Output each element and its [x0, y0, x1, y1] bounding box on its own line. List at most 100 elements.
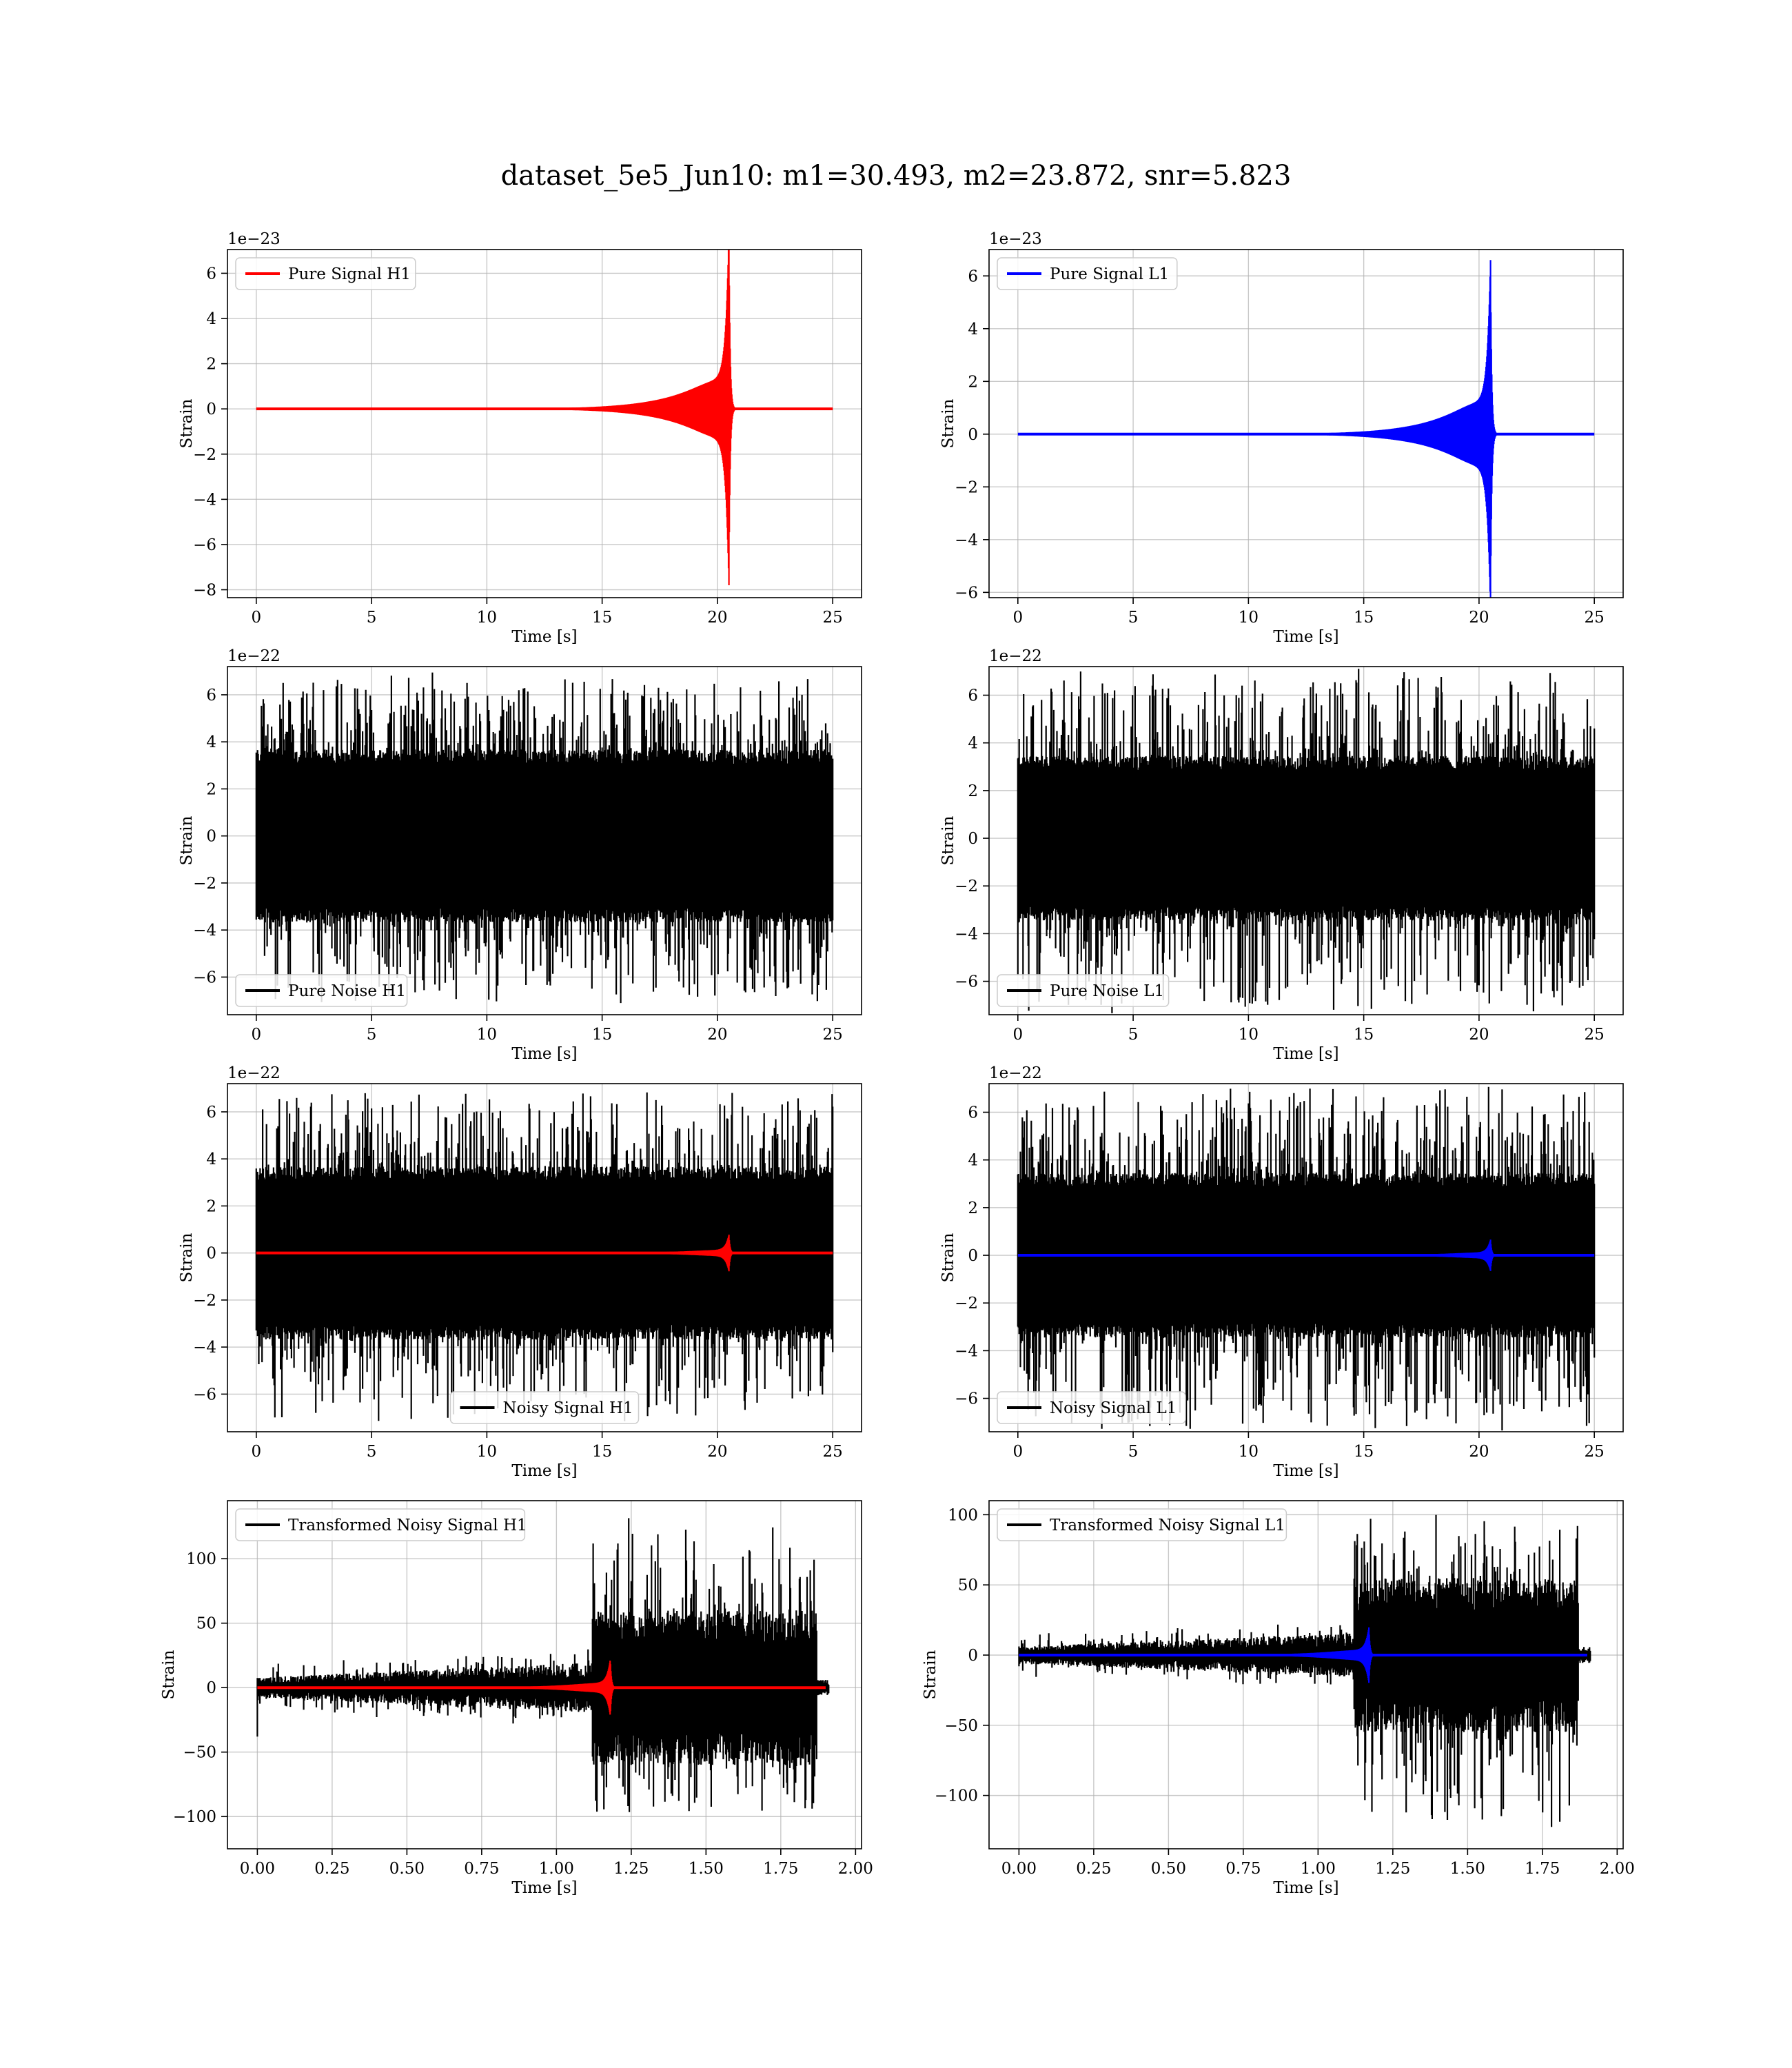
x-axis-label: Time [s]	[511, 1045, 577, 1063]
legend-frame	[997, 257, 1178, 290]
x-tick-label: 5	[1128, 609, 1139, 627]
y-offset-label: 1e−23	[227, 230, 281, 248]
x-tick-label: 25	[1585, 1443, 1605, 1461]
chart-panel-p4: 0 5 10 15 20 25 −6 −4 −2 0 2 4 6 Time [s] Strain 1e−22 P…	[939, 647, 1624, 1063]
y-tick-label: −6	[955, 973, 978, 991]
y-tick-label: 4	[968, 1152, 978, 1170]
y-tick-label: −100	[935, 1787, 978, 1805]
axes-frame	[227, 1083, 862, 1432]
y-tick-label: −6	[193, 1386, 216, 1403]
x-tick-label: 15	[592, 609, 612, 627]
y-tick-label: −2	[955, 1295, 978, 1312]
x-tick-label: 0.25	[1076, 1860, 1111, 1878]
x-tick-label: 5	[1128, 1443, 1139, 1461]
y-tick-label: 4	[206, 310, 216, 328]
x-tick-label: 15	[592, 1026, 612, 1044]
y-tick-label: 0	[206, 1679, 216, 1697]
x-axis-label: Time [s]	[1273, 628, 1338, 646]
y-tick-label: 0	[206, 828, 216, 846]
legend: Pure Signal L1	[997, 257, 1178, 290]
legend-label: Transformed Noisy Signal L1	[1050, 1517, 1285, 1534]
series-group	[255, 1092, 834, 1421]
y-tick-label: 0	[206, 1245, 216, 1263]
x-tick-label: 20	[707, 1443, 727, 1461]
legend-frame	[235, 974, 408, 1007]
legend: Pure Noise H1	[235, 974, 408, 1007]
chart-panel-p2: 0 5 10 15 20 25 −6 −4 −2 0 2 4 6 Time [s] Strain 1e−23 P…	[939, 230, 1624, 646]
series-group	[256, 250, 833, 585]
legend: Pure Noise L1	[997, 974, 1170, 1007]
x-tick-label: 1.50	[689, 1860, 724, 1878]
x-tick-label: 15	[1354, 1026, 1374, 1044]
y-tick-label: 2	[968, 782, 978, 800]
x-tick-label: 0.75	[464, 1860, 499, 1878]
x-tick-label: 25	[1585, 1026, 1605, 1044]
legend-label: Transformed Noisy Signal H1	[288, 1517, 527, 1534]
x-tick-label: 1.00	[539, 1860, 574, 1878]
x-tick-label: 10	[1239, 1026, 1259, 1044]
x-tick-label: 0	[251, 1443, 261, 1461]
x-tick-label: 2.00	[1600, 1860, 1635, 1878]
x-tick-label: 1.25	[613, 1860, 649, 1878]
y-tick-label: 4	[968, 735, 978, 753]
series-group	[1017, 1086, 1596, 1431]
x-tick-label: 25	[823, 609, 843, 627]
series-group	[1017, 260, 1595, 598]
x-axis-label: Time [s]	[1273, 1879, 1338, 1897]
x-tick-label: 0.00	[240, 1860, 275, 1878]
y-tick-label: 6	[206, 687, 216, 704]
y-tick-label: 2	[206, 1197, 216, 1215]
y-tick-label: −6	[955, 1390, 978, 1408]
axes-frame	[227, 666, 862, 1015]
y-tick-label: −2	[955, 878, 978, 895]
series-pure-noise-h1	[255, 672, 834, 1004]
y-tick-label: 2	[968, 1199, 978, 1217]
legend: Pure Signal H1	[235, 257, 416, 290]
x-tick-label: 0	[1012, 1026, 1023, 1044]
y-tick-label: 50	[196, 1615, 216, 1633]
y-axis-label: Strain	[178, 398, 196, 448]
axes-frame	[988, 666, 1624, 1015]
x-axis-label: Time [s]	[511, 1879, 577, 1897]
y-tick-label: 50	[958, 1577, 978, 1594]
x-tick-label: 1.75	[763, 1860, 798, 1878]
y-tick-label: −4	[955, 925, 978, 943]
x-tick-label: 20	[707, 609, 727, 627]
x-axis-label: Time [s]	[1273, 1045, 1338, 1063]
series-pure-noise-l1	[1017, 669, 1596, 1013]
x-tick-label: 0.25	[314, 1860, 349, 1878]
x-tick-label: 20	[707, 1026, 727, 1044]
x-tick-label: 2.00	[838, 1860, 873, 1878]
x-tick-label: 20	[1469, 609, 1489, 627]
legend-frame	[997, 1391, 1186, 1424]
axes-frame	[227, 1500, 862, 1849]
x-tick-label: 15	[1354, 1443, 1374, 1461]
y-tick-label: 4	[968, 321, 978, 338]
x-tick-label: 10	[1239, 1443, 1259, 1461]
chart-panel-p5: 0 5 10 15 20 25 −6 −4 −2 0 2 4 6 Time [s] Strain 1e−22 N…	[178, 1064, 862, 1480]
legend-frame	[235, 257, 416, 290]
chart-panel-p7: 0.00 0.25 0.50 0.75 1.00 1.25 1.50 1.75 2.00 −100…	[160, 1500, 873, 1897]
x-axis-label: Time [s]	[1273, 1462, 1338, 1480]
legend-frame	[997, 1508, 1287, 1541]
legend-frame	[235, 1508, 526, 1541]
legend-label: Pure Signal H1	[288, 265, 411, 283]
x-axis-label: Time [s]	[511, 1462, 577, 1480]
x-tick-label: 0.50	[1151, 1860, 1186, 1878]
y-tick-label: 6	[968, 267, 978, 285]
series-group	[1018, 1514, 1591, 1827]
series-group	[1017, 669, 1596, 1013]
x-tick-label: 25	[823, 1443, 843, 1461]
x-tick-label: 10	[1239, 609, 1259, 627]
x-tick-label: 5	[367, 609, 377, 627]
x-axis-label: Time [s]	[511, 628, 577, 646]
y-axis-label: Strain	[922, 1650, 939, 1699]
y-tick-label: −50	[183, 1744, 216, 1762]
x-tick-label: 0.75	[1225, 1860, 1261, 1878]
x-tick-label: 1.50	[1450, 1860, 1485, 1878]
y-offset-label: 1e−22	[989, 647, 1042, 665]
y-axis-label: Strain	[939, 815, 957, 865]
x-tick-label: 1.25	[1375, 1860, 1410, 1878]
y-axis-label: Strain	[178, 1233, 196, 1282]
